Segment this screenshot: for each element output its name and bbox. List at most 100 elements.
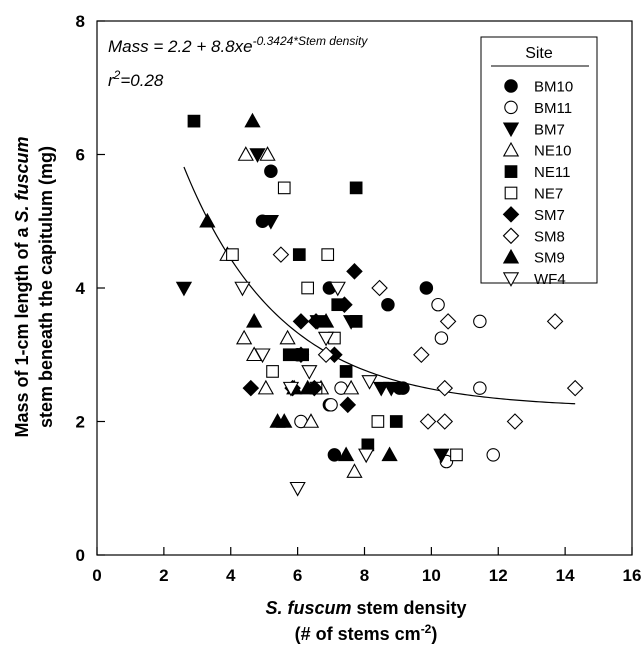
data-point-sm9: [317, 313, 335, 328]
data-point-bm7: [433, 448, 450, 464]
r-squared: r2=0.28: [108, 68, 164, 90]
legend-marker-ne7: [504, 186, 518, 200]
data-point-ne7: [266, 365, 279, 378]
axes: 0 2 4 6 8 10 12 14 16 0 2 4 6 8: [76, 12, 642, 585]
y-tick-label: 6: [76, 146, 85, 165]
x-tick-label: 4: [226, 566, 236, 585]
data-point-sm8: [419, 413, 437, 430]
legend-marker-sm7: [502, 206, 520, 223]
data-point-wf4: [289, 481, 306, 497]
series-sm9: [199, 112, 398, 462]
legend-label-ne7: NE7: [534, 186, 563, 203]
data-point-sm8: [436, 379, 454, 397]
data-point-ne10: [342, 379, 360, 395]
legend-marker-bm7: [502, 122, 520, 138]
x-axis-title: S. fuscum stem density: [265, 598, 466, 618]
x-tick-label: 14: [556, 566, 575, 585]
data-point-bm10: [264, 164, 278, 178]
data-point-wf4: [317, 331, 335, 347]
legend-label-sm8: SM8: [534, 228, 565, 245]
fit-equation-exponent: -0.3424*Stem density: [253, 34, 369, 48]
series-sm7: [242, 263, 363, 414]
data-point-ne10: [259, 146, 276, 161]
data-point-sm8: [436, 413, 454, 430]
data-point-ne10: [302, 413, 320, 428]
data-point-wf4: [254, 348, 271, 364]
legend-label-bm11: BM11: [534, 100, 572, 117]
legend-label-wf4: WF4: [534, 271, 566, 288]
data-point-wf4: [358, 448, 375, 464]
legend-title: Site: [525, 45, 553, 62]
data-point-ne11: [389, 415, 403, 428]
data-point-bm11: [431, 297, 445, 312]
data-point-sm7: [242, 379, 260, 397]
x-tick-label: 0: [92, 566, 101, 585]
data-point-ne7: [301, 281, 315, 295]
data-point-wf4: [301, 365, 318, 380]
y-tick-label: 0: [76, 546, 85, 565]
data-point-bm11: [434, 331, 449, 345]
data-point-sm7: [292, 313, 310, 330]
data-point-ne7: [450, 448, 463, 462]
data-point-ne11: [292, 248, 306, 261]
data-point-bm7: [383, 381, 400, 397]
data-point-ne11: [349, 315, 363, 328]
legend-label-bm7: BM7: [534, 121, 565, 138]
x-tick-label: 8: [360, 566, 369, 585]
data-point-sm8: [439, 313, 457, 330]
data-point-bm7: [262, 214, 280, 230]
series-ne10: [219, 146, 363, 478]
data-point-sm7: [339, 396, 357, 414]
data-point-sm9: [299, 379, 316, 395]
data-point-wf4: [329, 281, 346, 297]
data-points: [175, 112, 584, 497]
data-point-sm9: [246, 313, 263, 328]
legend-marker-sm8: [502, 227, 520, 245]
data-point-ne10: [235, 329, 253, 345]
legend-marker-ne11: [504, 165, 518, 178]
legend-marker-bm10: [504, 79, 518, 93]
data-point-sm9: [199, 212, 216, 228]
data-point-sm8: [413, 346, 430, 364]
data-point-sm8: [546, 313, 564, 330]
series-bm7: [175, 148, 450, 464]
legend: Site BM10 BM11 BM7 NE10 NE11 NE7 SM7 SM8 SM9 WF4: [480, 36, 598, 288]
data-point-sm8: [272, 246, 290, 263]
fit-curve: [183, 166, 576, 405]
data-point-ne10: [279, 329, 296, 345]
x-tick-label: 2: [159, 566, 168, 585]
series-sm8: [272, 246, 584, 430]
data-point-ne11: [339, 365, 353, 378]
data-point-sm7: [292, 346, 310, 364]
data-point-sm7: [346, 263, 363, 280]
x-axis-title-units: (# of stems cm-2): [295, 622, 438, 644]
legend-label-ne10: NE10: [534, 143, 572, 160]
data-point-sm7: [336, 296, 353, 313]
legend-marker-ne10: [502, 141, 520, 157]
legend-label-bm10: BM10: [534, 79, 573, 96]
data-point-ne11: [187, 114, 201, 128]
x-tick-label: 16: [623, 566, 642, 585]
data-point-bm10: [396, 381, 410, 395]
x-tick-label: 12: [489, 566, 508, 585]
data-point-bm11: [324, 398, 338, 412]
series-bm11: [294, 297, 500, 469]
data-point-ne7: [226, 248, 239, 261]
legend-label-sm9: SM9: [534, 250, 565, 267]
y-tick-label: 2: [76, 413, 85, 432]
legend-box: [480, 36, 598, 284]
data-point-sm9: [276, 413, 293, 428]
data-point-ne10: [346, 463, 363, 478]
legend-marker-sm9: [502, 248, 520, 264]
data-point-sm8: [371, 279, 388, 297]
data-point-bm7: [249, 148, 266, 163]
data-point-sm8: [317, 346, 335, 364]
legend-marker-bm11: [504, 100, 518, 115]
data-point-sm9: [337, 446, 355, 462]
data-point-ne7: [277, 181, 291, 195]
fit-curve-layer: [183, 166, 576, 405]
fit-equation: Mass = 2.2 + 8.8xe-0.3424*Stem density: [108, 34, 368, 56]
x-tick-label: 6: [293, 566, 302, 585]
data-point-ne7: [371, 415, 385, 428]
